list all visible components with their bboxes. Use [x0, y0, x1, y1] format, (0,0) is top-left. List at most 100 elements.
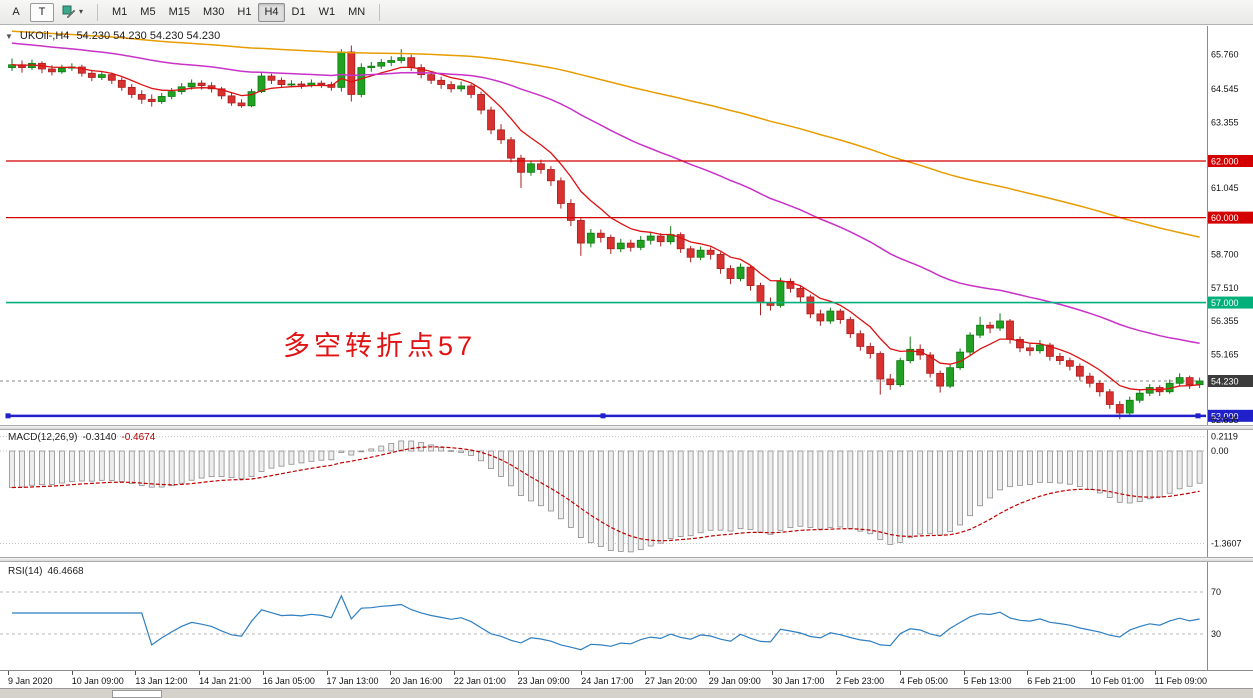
time-axis-label: 10 Jan 09:00	[71, 676, 124, 686]
macd-bar	[727, 450, 734, 532]
macd-bar	[68, 450, 75, 482]
hline-handle	[600, 413, 606, 419]
candle	[1006, 320, 1014, 340]
timeframe-button-h4[interactable]: H4	[258, 2, 285, 22]
macd-bar	[168, 450, 175, 487]
rsi-axis-label: 70	[1211, 587, 1221, 597]
macd-bar	[997, 450, 1003, 491]
timeframe-button-m15[interactable]: M15	[168, 6, 190, 18]
macd-bar	[278, 450, 285, 467]
macd-bar	[977, 450, 983, 507]
macd-bar	[158, 450, 165, 488]
macd-bar	[118, 450, 125, 483]
timeframe-button-d1[interactable]: D1	[291, 6, 306, 18]
status-bar	[0, 688, 1253, 698]
candle	[477, 94, 485, 111]
macd-bar	[358, 450, 365, 453]
candle	[287, 83, 296, 86]
drawing-tool-button[interactable]: ▾	[56, 3, 89, 22]
macd-bar	[947, 450, 954, 533]
panel-separator[interactable]	[0, 425, 1253, 430]
candle	[377, 62, 386, 67]
time-axis-label: 20 Jan 16:00	[390, 676, 443, 686]
time-axis[interactable]: 9 Jan 2020 10 Jan 09:00 13 Jan 12:00 14 Jan…	[0, 670, 1253, 688]
axis-labels: 65.760 64.545 63.355 62.000 61.045 60.000 58.7…	[1208, 50, 1253, 639]
candle	[257, 75, 266, 93]
time-axis-label: 24 Jan 17:00	[581, 676, 634, 686]
candle	[267, 75, 276, 81]
candle	[487, 109, 495, 131]
time-tick	[1027, 671, 1029, 675]
price-scale[interactable]	[1208, 26, 1253, 670]
macd-bar	[138, 450, 145, 486]
rsi-name: RSI(14)	[8, 566, 43, 577]
candle	[447, 84, 456, 90]
candle	[1115, 404, 1124, 414]
rsi-axis-label: 30	[1211, 629, 1221, 639]
macd-bar	[528, 450, 534, 502]
macd-signal-value: -0.4674	[121, 432, 156, 443]
ma-fast	[11, 64, 1200, 391]
macd-bar	[78, 450, 85, 482]
svg-text:54.230: 54.230	[1211, 377, 1239, 387]
candle	[1075, 365, 1084, 377]
candle	[397, 57, 406, 61]
candle	[497, 129, 505, 141]
macd-bar	[288, 450, 295, 465]
macd-axis-label: 0.00	[1211, 446, 1229, 456]
candle	[1125, 399, 1134, 414]
macd-bar	[917, 450, 924, 535]
time-axis-label: 11 Feb 09:00	[1154, 676, 1207, 686]
macd-bar	[318, 450, 325, 461]
macd-bar	[1196, 450, 1203, 484]
candle	[896, 360, 905, 386]
candle	[846, 319, 855, 335]
dropdown-caret-icon: ▾	[79, 7, 84, 16]
timeframe-button-m1[interactable]: M1	[112, 6, 128, 18]
macd-bar	[1017, 450, 1023, 486]
time-axis-label: 2 Feb 23:00	[836, 676, 885, 686]
chart-annotation: 多空转折点57	[283, 331, 477, 361]
time-tick	[772, 671, 774, 675]
macd-bar	[1106, 450, 1113, 498]
rsi-label: RSI(14) 46.4668	[8, 566, 84, 577]
macd-bar	[378, 445, 385, 452]
timeframe-button-m30[interactable]: M30	[202, 6, 225, 18]
candle	[696, 249, 705, 258]
toolbar-button-a[interactable]: A	[12, 6, 20, 18]
timeframe-button-mn[interactable]: MN	[348, 6, 366, 18]
panel-separator[interactable]	[0, 557, 1253, 562]
macd-bar	[388, 443, 395, 452]
symbol-caret-icon[interactable]: ▼	[5, 31, 13, 41]
candle	[547, 169, 555, 182]
timeframe-button-w1[interactable]: W1	[318, 6, 336, 18]
candle	[626, 242, 635, 248]
macd-bar	[567, 450, 574, 528]
time-tick	[262, 671, 264, 675]
macd-bar	[837, 450, 844, 528]
chart-canvas[interactable]: 65.760 64.545 63.355 62.000 61.045 60.000 58.7…	[0, 26, 1253, 670]
macd-bar	[787, 450, 794, 529]
macd-bar	[897, 450, 904, 543]
candle	[387, 60, 396, 63]
candle	[726, 268, 735, 279]
candle	[936, 372, 945, 387]
price-axis-label: 64.545	[1211, 84, 1239, 94]
candle	[317, 82, 326, 85]
macd-bar	[1086, 450, 1093, 490]
macd-bar	[1037, 450, 1043, 483]
macd-bar	[1186, 450, 1193, 487]
macd-bar	[607, 450, 614, 551]
macd-bar	[657, 450, 664, 544]
macd-bar	[747, 450, 754, 530]
macd-bar	[817, 450, 824, 530]
toolbar-button-t[interactable]: T	[30, 2, 54, 22]
macd-bar	[857, 450, 864, 532]
macd-bar	[468, 450, 474, 456]
timeframe-button-m5[interactable]: M5	[140, 6, 156, 18]
macd-bar	[777, 450, 784, 531]
macd-bar	[268, 450, 275, 469]
macd-bar	[328, 450, 335, 461]
candle	[48, 68, 56, 73]
timeframe-button-h1[interactable]: H1	[237, 6, 252, 18]
